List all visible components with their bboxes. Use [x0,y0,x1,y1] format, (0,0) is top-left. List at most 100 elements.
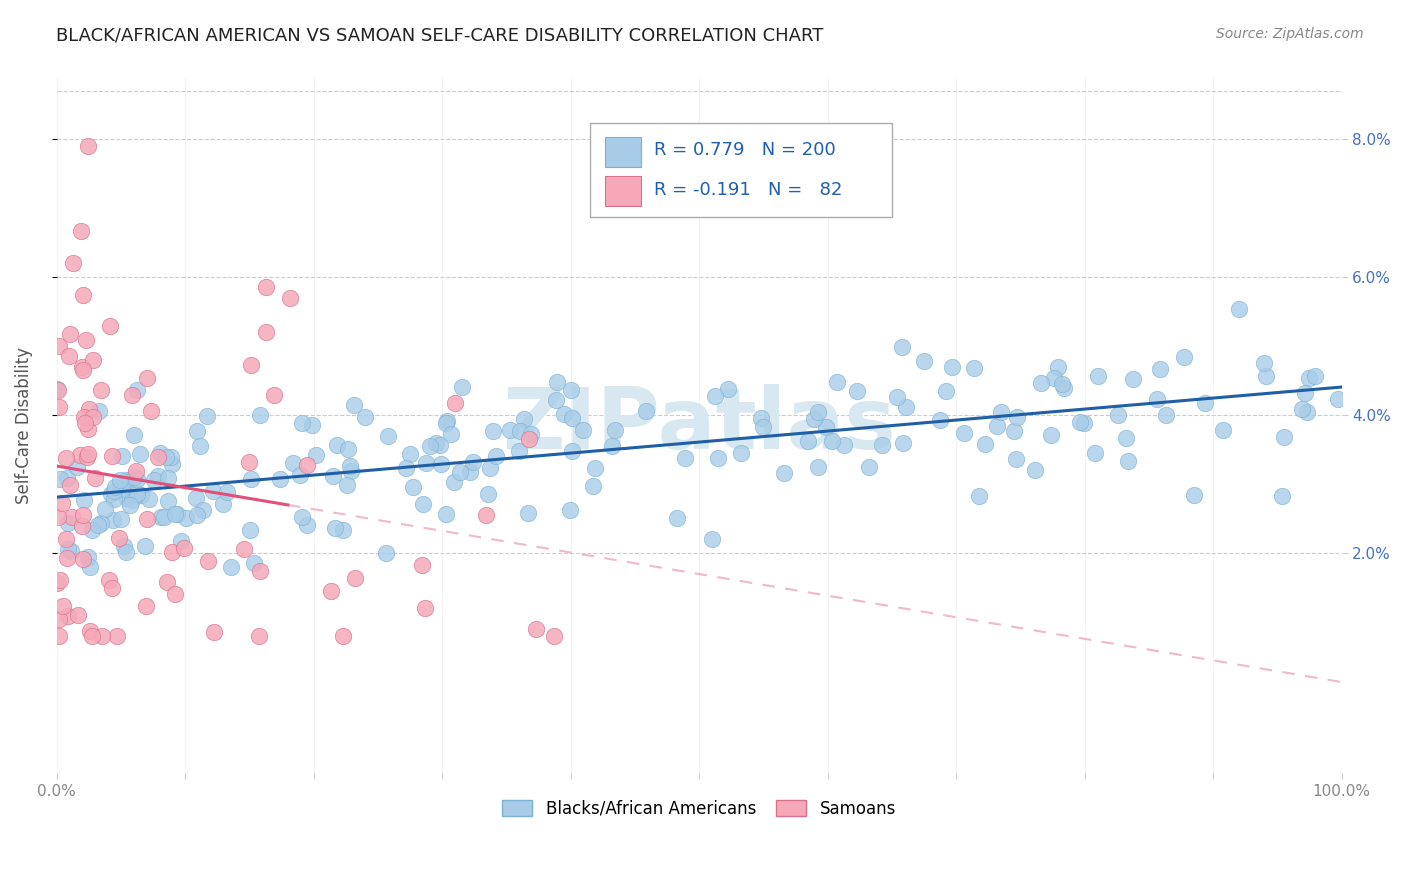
Point [912,354,935,368]
Point [143,473,166,487]
Point [90,383,112,397]
Point [845,384,868,399]
Point [339,459,361,474]
Point [941,359,963,374]
Point [165,508,187,522]
Point [115,544,138,558]
Point [46,509,69,524]
Point [434,508,457,522]
Point [450,379,472,393]
Point [803,411,825,425]
Point [278,291,301,305]
Point [122,428,145,442]
Point [1005,409,1028,424]
Point [1270,489,1292,503]
Point [336,478,359,492]
Point [1298,371,1320,385]
Point [603,423,626,437]
Point [1154,409,1177,423]
Point [138,491,160,506]
Point [814,420,837,434]
Point [122,470,145,484]
Point [295,517,318,532]
Point [233,542,256,557]
Point [160,450,183,465]
Point [717,382,740,396]
Point [48,612,70,626]
Point [291,509,314,524]
Point [135,371,157,385]
Point [707,451,730,466]
Point [449,465,471,479]
Point [211,497,233,511]
Point [89,404,111,418]
Point [72,551,94,566]
Point [560,383,582,397]
Point [858,459,880,474]
Point [239,523,262,537]
Point [108,531,131,545]
Point [162,457,184,471]
Point [434,417,457,431]
Point [929,413,952,427]
Point [1296,404,1319,418]
FancyBboxPatch shape [591,123,891,217]
Point [429,438,451,452]
Point [517,432,540,446]
Point [73,416,96,430]
Point [1073,416,1095,430]
Point [247,629,270,643]
Point [295,458,318,472]
Point [544,392,567,407]
Point [291,417,314,431]
Point [174,511,197,525]
Point [69,449,91,463]
Point [149,446,172,460]
Point [87,518,110,533]
Point [269,472,291,486]
Point [97,573,120,587]
Text: ZIPatlas: ZIPatlas [502,384,896,467]
Point [56,542,79,557]
Point [1116,454,1139,468]
Point [894,401,917,415]
Point [1024,463,1046,477]
Point [58,516,80,530]
Point [891,435,914,450]
Point [100,487,122,501]
Point [520,426,543,441]
Point [52,599,75,614]
Point [561,443,583,458]
Point [120,498,142,512]
Point [127,487,149,501]
Point [634,404,657,418]
Point [1053,381,1076,395]
Point [90,516,112,531]
Point [156,494,179,508]
Point [807,459,830,474]
Point [91,629,114,643]
Point [425,435,447,450]
Point [561,411,583,425]
Y-axis label: Self-Care Disability: Self-Care Disability [15,347,32,504]
Point [583,461,606,475]
Point [967,489,990,503]
Point [186,491,208,505]
Point [191,502,214,516]
Point [186,425,208,439]
Text: R = 0.779   N = 200: R = 0.779 N = 200 [654,141,837,159]
Point [49,472,72,486]
Point [340,464,363,478]
Point [186,508,208,522]
Point [157,471,180,485]
Point [121,388,143,402]
Point [475,508,498,523]
Point [872,438,894,452]
Point [543,629,565,643]
Point [124,464,146,478]
Point [156,575,179,590]
Point [101,513,124,527]
Point [215,485,238,500]
Point [146,450,169,464]
Point [430,457,453,471]
